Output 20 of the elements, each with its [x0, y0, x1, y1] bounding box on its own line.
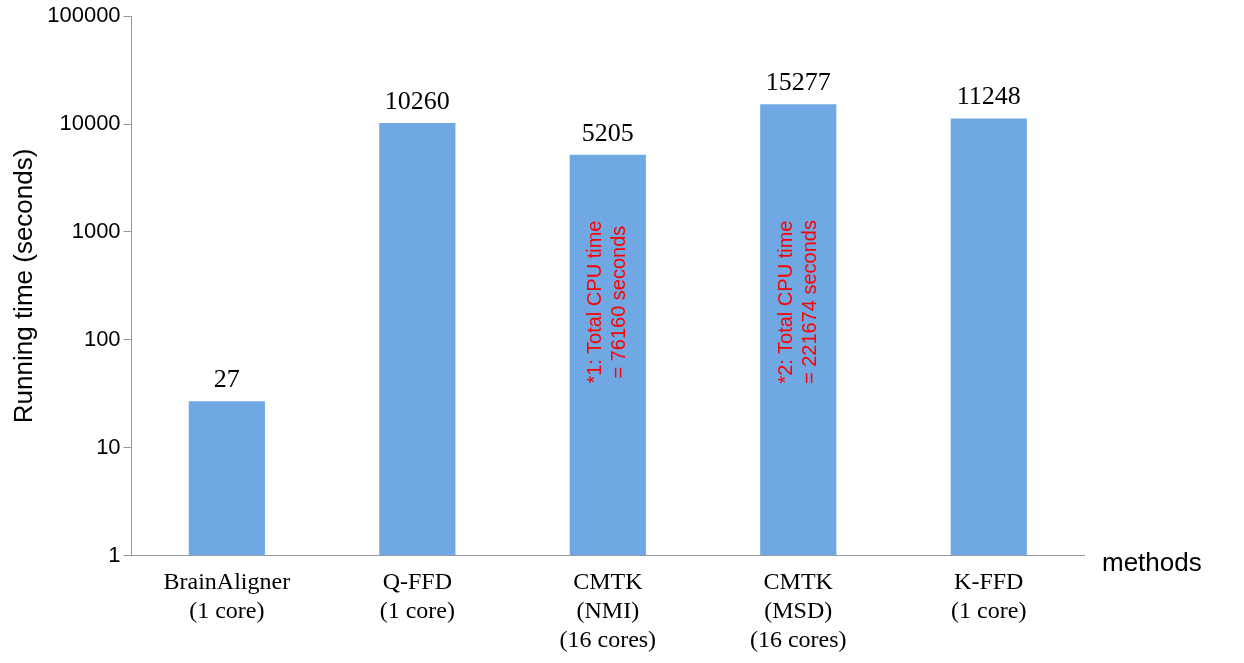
y-tick-label: 10 — [96, 433, 121, 459]
y-axis-title: Running time (seconds) — [7, 148, 38, 424]
y-tick-label: 100000 — [47, 2, 121, 28]
x-tick-label: CMTK (NMI) (16 cores) — [559, 568, 657, 652]
data-label: 10260 — [384, 85, 450, 115]
annotation: *1: Total CPU time = 76160 seconds — [583, 220, 630, 384]
data-label: 15277 — [765, 67, 831, 97]
x-axis-title: methods — [1102, 546, 1202, 577]
x-tick-label: BrainAligner (1 core) — [163, 568, 291, 624]
x-tick-label: K-FFD (1 core) — [951, 568, 1027, 624]
data-label: 27 — [213, 364, 240, 394]
annotation: *2: Total CPU time = 221674 seconds — [773, 220, 820, 385]
y-tick-label: 100 — [83, 325, 121, 351]
y-tick-label: 10000 — [59, 110, 121, 136]
data-label: 11248 — [956, 81, 1021, 111]
y-tick-label: 1000 — [71, 218, 121, 244]
x-tick-label: Q-FFD (1 core) — [379, 568, 455, 624]
y-tick-label: 1 — [108, 541, 121, 567]
data-label: 5205 — [581, 117, 634, 147]
x-tick-label: CMTK (MSD) (16 cores) — [749, 568, 847, 652]
